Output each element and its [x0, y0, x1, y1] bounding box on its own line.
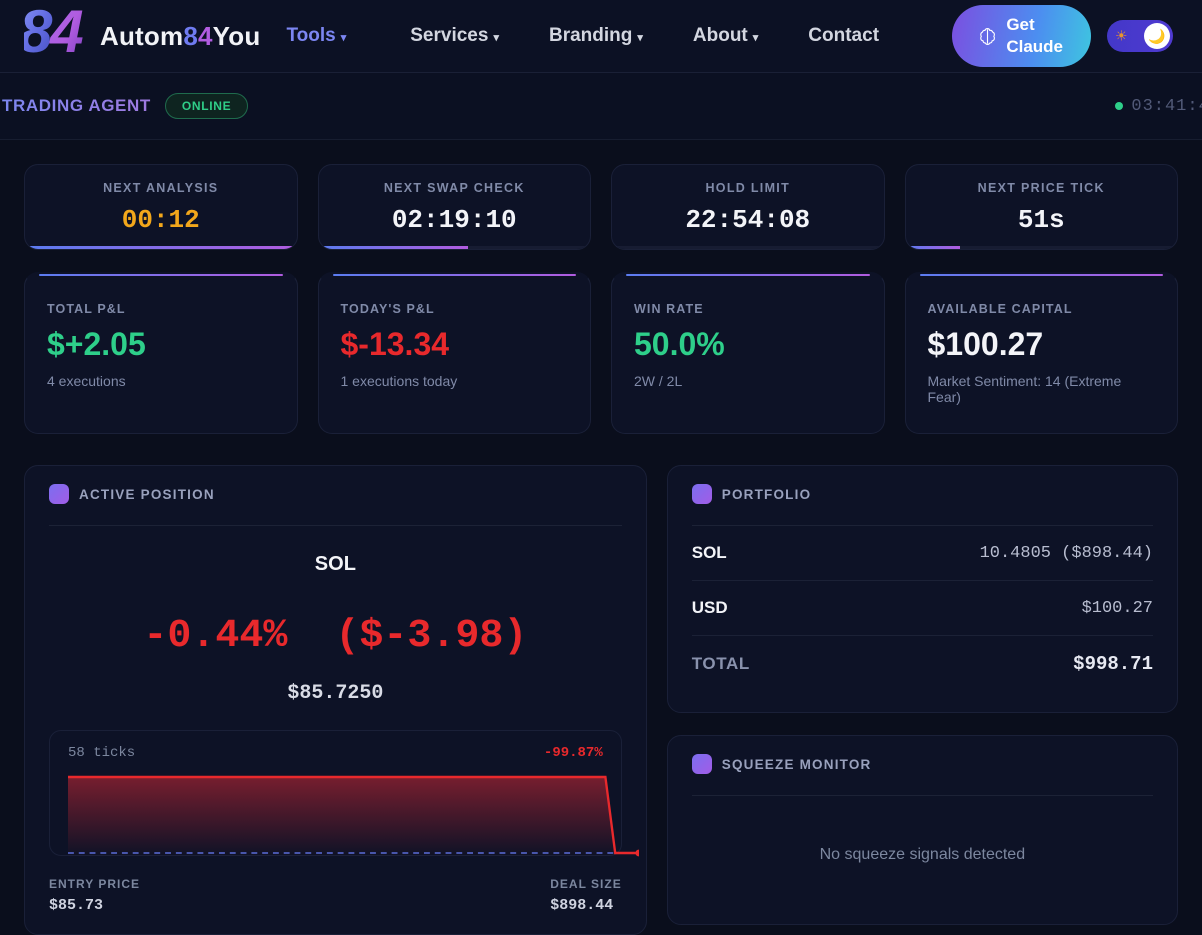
svg-text:4: 4 — [49, 8, 84, 64]
svg-text:8: 8 — [24, 8, 53, 64]
